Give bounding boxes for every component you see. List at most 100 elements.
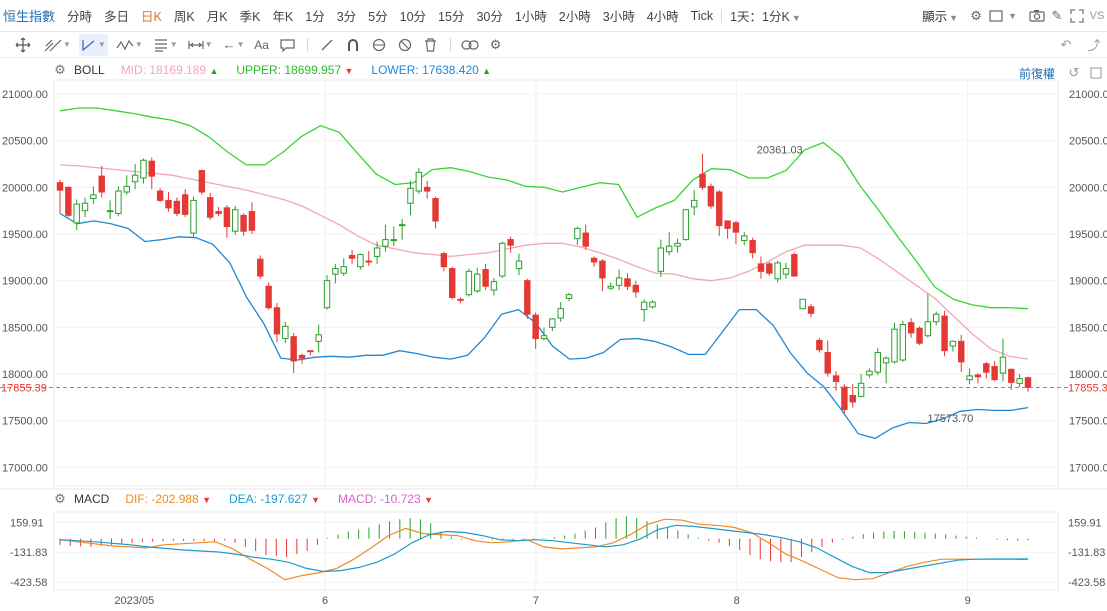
- dea-line: [59, 524, 1029, 574]
- arrow-tool-icon[interactable]: ← ▼: [222, 37, 245, 52]
- macd-y-tick-left: -131.83: [10, 547, 47, 559]
- period-tab[interactable]: 多日: [104, 10, 130, 24]
- macd-y-tick-right: 159.91: [1068, 517, 1102, 529]
- crosshair-icon[interactable]: [12, 34, 34, 56]
- period-tab[interactable]: 4小時: [646, 10, 679, 24]
- x-tick-label: 7: [533, 595, 539, 607]
- trash-icon[interactable]: [420, 34, 442, 56]
- period-tab[interactable]: 3分: [336, 10, 357, 24]
- layout-icon[interactable]: [986, 6, 1006, 26]
- candle-body: [81, 202, 89, 212]
- period-tab[interactable]: 年K: [272, 10, 294, 24]
- candle-body: [699, 173, 706, 188]
- gear-icon[interactable]: ⚙: [54, 491, 66, 506]
- redo-icon[interactable]: ⤴: [1087, 38, 1101, 53]
- hide-icon[interactable]: [394, 34, 416, 56]
- candle-body: [549, 318, 556, 328]
- measure-tool-icon[interactable]: ▼: [186, 34, 215, 56]
- text-tool-icon[interactable]: Aa: [254, 37, 269, 52]
- link-icon[interactable]: [459, 34, 481, 56]
- pencil-icon[interactable]: ✎: [1051, 7, 1063, 23]
- fullscreen-icon[interactable]: [1067, 6, 1087, 26]
- period-tab[interactable]: 5分: [368, 10, 388, 24]
- candle-body: [882, 357, 890, 364]
- period-tab[interactable]: 10分: [399, 10, 427, 24]
- period-tab[interactable]: 1分: [305, 10, 325, 24]
- candle-body: [599, 260, 606, 279]
- candle-body: [65, 186, 72, 216]
- gear-icon[interactable]: ⚙: [489, 36, 502, 52]
- x-tick-label: 6: [322, 595, 328, 607]
- reset-icon[interactable]: ↺: [1068, 65, 1080, 80]
- undo-icon[interactable]: ↶: [1060, 36, 1072, 52]
- gear-icon[interactable]: ⚙: [970, 7, 982, 23]
- period-tab[interactable]: Tick: [690, 8, 714, 23]
- current-price-label-right: 17855.39: [1068, 382, 1107, 394]
- period-toolbar: 恒生指數 分時 多日 日K 周K 月K 季K 年K 1分 3分 5分 10分 15分 30分 1小時 2小時…: [0, 0, 1107, 32]
- candle-body: [165, 199, 172, 209]
- candle-body: [156, 190, 164, 201]
- period-tab[interactable]: 分時: [67, 10, 93, 24]
- candle-body: [749, 240, 756, 254]
- period-tab[interactable]: 周K: [173, 10, 195, 24]
- candle-body: [832, 375, 840, 382]
- candle-body: [290, 336, 297, 362]
- comment-icon[interactable]: [277, 34, 299, 56]
- symbol-title[interactable]: 恒生指數: [3, 9, 56, 24]
- candle-body: [173, 200, 181, 214]
- wave-tool-icon[interactable]: ▼: [114, 34, 145, 56]
- boll-name[interactable]: BOLL: [74, 63, 105, 77]
- y-tick-label-right: 21000.00: [1069, 89, 1107, 101]
- candle-body: [782, 268, 790, 275]
- candle-body: [849, 394, 856, 403]
- display-menu[interactable]: 顯示 ▼: [922, 6, 958, 25]
- period-tab[interactable]: 月K: [206, 10, 228, 24]
- candle-body: [482, 268, 489, 287]
- boll-mid-line: [59, 164, 1029, 360]
- candle-body: [515, 260, 523, 270]
- candle-body: [707, 185, 715, 207]
- lock-icon[interactable]: [368, 34, 390, 56]
- compare-icon[interactable]: VS: [1089, 9, 1105, 22]
- period-tab[interactable]: 日K: [141, 10, 162, 24]
- candle-body: [640, 301, 648, 311]
- collapse-icon[interactable]: [1085, 62, 1107, 84]
- adjust-menu[interactable]: 前復權: [1018, 66, 1055, 81]
- macd-hist-label: MACD:: [338, 492, 377, 506]
- boll-upper-label: UPPER:: [236, 63, 282, 77]
- trend-tool-icon[interactable]: ▼: [42, 34, 73, 56]
- candle-body: [557, 308, 564, 319]
- period-tab[interactable]: 1小時: [514, 10, 547, 24]
- ruler-icon[interactable]: [316, 34, 338, 56]
- gear-icon[interactable]: ⚙: [54, 62, 66, 77]
- period-tab[interactable]: 3小時: [602, 10, 635, 24]
- candle-body: [741, 235, 748, 242]
- period-tab[interactable]: 季K: [239, 10, 261, 24]
- candle-body: [524, 280, 531, 315]
- magnet-icon[interactable]: [342, 34, 364, 56]
- candle-body: [390, 239, 398, 242]
- x-tick-label: 8: [734, 595, 740, 607]
- period-tab[interactable]: 15分: [438, 10, 465, 24]
- fib-tool-icon[interactable]: ▼: [151, 34, 180, 56]
- camera-icon[interactable]: [1027, 6, 1047, 26]
- line-tool-icon[interactable]: ▼: [78, 33, 108, 56]
- candle-body: [1024, 377, 1032, 388]
- candle-body: [265, 285, 272, 309]
- period-tab[interactable]: 30分: [476, 10, 503, 24]
- interval-select[interactable]: 1天：1分K ▼: [724, 6, 807, 25]
- divider: [721, 8, 723, 23]
- macd-y-tick-left: 159.91: [10, 517, 44, 529]
- macd-name[interactable]: MACD: [74, 492, 110, 506]
- candle-body: [248, 211, 256, 231]
- current-price-label-left: 17855.39: [1, 382, 47, 394]
- chevron-down-icon[interactable]: ▼: [1008, 10, 1017, 21]
- period-tab[interactable]: 2小時: [558, 10, 591, 24]
- candle-body: [866, 370, 873, 376]
- y-tick-label-left: 18000.00: [2, 369, 48, 381]
- candle-body: [190, 199, 197, 234]
- candle-body: [657, 247, 665, 272]
- candle-body: [899, 324, 907, 361]
- candle-body: [382, 239, 389, 247]
